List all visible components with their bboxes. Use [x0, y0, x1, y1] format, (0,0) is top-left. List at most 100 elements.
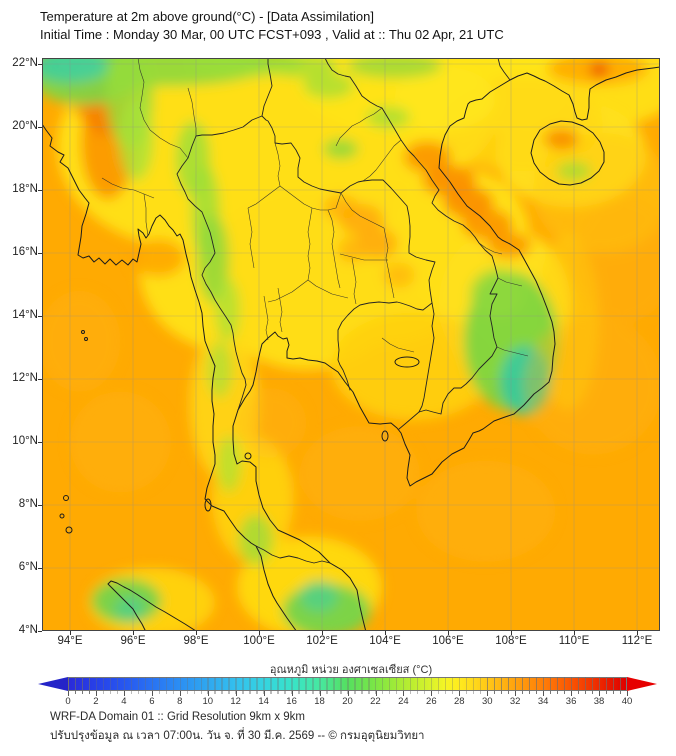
temperature-region [462, 208, 513, 241]
lon-tick [448, 631, 449, 635]
lat-tick [38, 442, 42, 443]
colorbar-major-tick [375, 691, 377, 696]
colorbar-major-tick [347, 691, 349, 696]
lon-tick [385, 631, 386, 635]
colorbar-tick-label: 36 [565, 696, 577, 707]
lon-tick-label: 100°E [243, 635, 275, 647]
lon-tick [196, 631, 197, 635]
colorbar-major-tick [263, 691, 265, 696]
lon-tick-label: 94°E [57, 635, 83, 647]
lat-tick [38, 64, 42, 65]
colorbar-bar [68, 677, 627, 691]
country-border-paths [176, 58, 511, 564]
temperature-region [523, 316, 660, 455]
lon-tick-label: 106°E [432, 635, 464, 647]
lat-tick [38, 505, 42, 506]
temperature-region [487, 231, 532, 259]
lat-tick [38, 316, 42, 317]
colorbar-major-tick [431, 691, 433, 696]
colorbar-tick-label: 4 [121, 696, 127, 707]
lon-tick [637, 631, 638, 635]
colorbar-tick-label: 40 [621, 696, 633, 707]
temperature-region [238, 514, 274, 565]
colorbar-tick-label: 20 [342, 696, 353, 707]
colorbar-tick-label: 34 [537, 696, 549, 707]
lat-tick-label: 4°N [18, 624, 38, 636]
colorbar-right-arrow [627, 677, 657, 691]
graticule-gridlines [42, 58, 660, 631]
lat-tick-label: 6°N [18, 560, 38, 573]
map-subtitle: Initial Time : Monday 30 Mar, 00 UTC FCS… [40, 27, 504, 42]
colorbar-tick-label: 12 [230, 696, 241, 707]
colorbar-tick-label: 8 [177, 696, 183, 707]
temperature-region [383, 262, 415, 288]
map-title: Temperature at 2m above ground(°C) - [Da… [40, 9, 374, 24]
plot-frame [42, 58, 660, 631]
lat-tick [38, 253, 42, 254]
temperature-region [214, 278, 241, 342]
lon-tick [133, 631, 134, 635]
temperature-region [217, 435, 242, 493]
lat-tick [38, 127, 42, 128]
lat-tick-label: 10°N [12, 434, 38, 447]
temperature-region [42, 290, 121, 392]
lon-tick-label: 96°E [120, 635, 146, 647]
colorbar-major-tick [459, 691, 461, 696]
temperature-region [470, 268, 527, 320]
colorbar-tick-label: 24 [398, 696, 409, 707]
lon-tick-label: 110°E [558, 635, 590, 647]
temperature-region [303, 73, 354, 99]
lon-tick-label: 98°E [183, 635, 209, 647]
temperature-region [268, 58, 338, 79]
coastline-paths [42, 66, 660, 631]
lon-tick-label: 104°E [369, 635, 401, 647]
colorbar-major-tick [487, 691, 489, 696]
colorbar-major-tick [96, 691, 97, 696]
temperature-region [339, 204, 384, 236]
lon-tick [574, 631, 575, 635]
temperature-region [416, 460, 556, 562]
colorbar-tick-label: 32 [509, 696, 521, 707]
lat-tick-label: 8°N [18, 497, 38, 510]
colorbar-tick-label: 16 [286, 696, 297, 707]
province-border-paths [101, 58, 529, 357]
temperature-region [131, 238, 185, 277]
colorbar-tick-label: 22 [370, 696, 381, 707]
colorbar-tick-label: 18 [314, 696, 325, 707]
colorbar-major-tick [151, 691, 153, 696]
colorbar-major-tick [599, 691, 600, 696]
colorbar-major-tick [291, 691, 293, 696]
lat-tick-label: 14°N [12, 308, 38, 321]
colorbar-tick-label: 0 [65, 696, 71, 707]
colorbar: 0 2 4 6 8 10 12 14 16 18 20 22 24 26 28 30 32 34 36 38 40 [0, 677, 676, 707]
temperature-region [207, 341, 233, 398]
temperature-region [323, 138, 359, 160]
footer-update-info: ปรับปรุงข้อมูล ณ เวลา 07:00น. วัน จ. ที่… [50, 730, 425, 742]
colorbar-tick-label: 30 [481, 696, 493, 707]
lat-tick-label: 20°N [12, 119, 38, 132]
lon-tick-label: 108°E [495, 635, 527, 647]
temperature-region [574, 196, 660, 323]
temperature-region [300, 580, 338, 613]
colorbar-major-tick [123, 691, 125, 696]
temperature-region [347, 58, 442, 79]
colorbar-tick-label: 26 [426, 696, 437, 707]
temperature-field-layer [42, 58, 660, 631]
lat-tick-label: 12°N [12, 371, 38, 384]
lon-tick [511, 631, 512, 635]
footer-domain-info: WRF-DA Domain 01 :: Grid Resolution 9km … [50, 711, 305, 723]
colorbar-major-tick [515, 691, 517, 696]
temperature-map [42, 58, 660, 631]
lat-tick-label: 16°N [12, 245, 38, 258]
map-plot: 22°N 20°N 18°N 16°N 14°N 12°N 10°N 8°N 6°N 4°N 94… [12, 57, 660, 647]
lat-tick [38, 190, 42, 191]
temperature-region [300, 426, 420, 521]
lat-tick [38, 379, 42, 380]
lat-tick-label: 22°N [12, 57, 38, 69]
colorbar-tick-label: 2 [93, 696, 99, 707]
colorbar-major-tick [179, 691, 181, 696]
colorbar-major-tick [571, 691, 573, 696]
colorbar-major-tick [319, 691, 321, 696]
lon-tick [259, 631, 260, 635]
